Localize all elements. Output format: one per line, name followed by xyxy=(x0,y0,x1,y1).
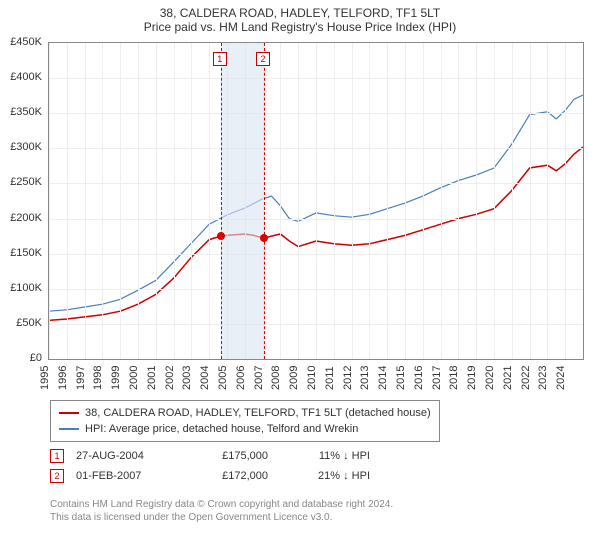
xtick-label: 1999 xyxy=(110,366,122,390)
table-row: 2 01-FEB-2007 £172,000 21% ↓ HPI xyxy=(50,466,370,486)
xtick-label: 2003 xyxy=(181,366,193,390)
xtick-label: 2015 xyxy=(395,366,407,390)
event-dot-2 xyxy=(260,234,268,242)
event-marker-2: 2 xyxy=(50,469,64,483)
xtick-label: 1996 xyxy=(57,366,69,390)
ytick-label: £350K xyxy=(0,106,42,118)
xtick-label: 2018 xyxy=(448,366,460,390)
xtick-label: 2019 xyxy=(466,366,478,390)
ytick-label: £100K xyxy=(0,282,42,294)
footer-line-1: Contains HM Land Registry data © Crown c… xyxy=(50,498,393,511)
ytick-label: £200K xyxy=(0,212,42,224)
event-line xyxy=(264,43,265,359)
event-marker-1: 1 xyxy=(50,449,64,463)
chart-title: 38, CALDERA ROAD, HADLEY, TELFORD, TF1 5… xyxy=(0,0,600,20)
xtick-label: 2023 xyxy=(537,366,549,390)
event-date-1: 27-AUG-2004 xyxy=(76,450,176,462)
xtick-label: 2002 xyxy=(164,366,176,390)
legend-label-property: 38, CALDERA ROAD, HADLEY, TELFORD, TF1 5… xyxy=(85,405,431,421)
event-dot-1 xyxy=(217,232,225,240)
xtick-label: 2013 xyxy=(359,366,371,390)
legend-swatch-hpi xyxy=(59,428,79,430)
xtick-label: 2024 xyxy=(555,366,567,390)
xtick-label: 2020 xyxy=(484,366,496,390)
event-band xyxy=(221,43,264,359)
legend: 38, CALDERA ROAD, HADLEY, TELFORD, TF1 5… xyxy=(50,400,440,442)
table-row: 1 27-AUG-2004 £175,000 11% ↓ HPI xyxy=(50,446,370,466)
xtick-label: 2010 xyxy=(306,366,318,390)
xtick-label: 2009 xyxy=(288,366,300,390)
xtick-label: 2016 xyxy=(413,366,425,390)
ytick-label: £250K xyxy=(0,176,42,188)
event-price-2: £172,000 xyxy=(188,470,268,482)
event-date-2: 01-FEB-2007 xyxy=(76,470,176,482)
legend-swatch-property xyxy=(59,412,79,414)
xtick-label: 2007 xyxy=(253,366,265,390)
xtick-label: 1998 xyxy=(92,366,104,390)
event-pct-2: 21% ↓ HPI xyxy=(280,470,370,482)
event-price-1: £175,000 xyxy=(188,450,268,462)
legend-item-property: 38, CALDERA ROAD, HADLEY, TELFORD, TF1 5… xyxy=(59,405,431,421)
xtick-label: 2014 xyxy=(377,366,389,390)
legend-label-hpi: HPI: Average price, detached house, Telf… xyxy=(85,421,358,437)
xtick-label: 2017 xyxy=(431,366,443,390)
plot-area xyxy=(48,42,584,360)
xtick-label: 2004 xyxy=(199,366,211,390)
ytick-label: £450K xyxy=(0,36,42,48)
xtick-label: 2000 xyxy=(128,366,140,390)
event-box-2: 2 xyxy=(256,52,270,66)
ytick-label: £400K xyxy=(0,71,42,83)
chart-container: 38, CALDERA ROAD, HADLEY, TELFORD, TF1 5… xyxy=(0,0,600,560)
footer-line-2: This data is licensed under the Open Gov… xyxy=(50,511,393,524)
xtick-label: 2001 xyxy=(146,366,158,390)
xtick-label: 2012 xyxy=(342,366,354,390)
xtick-label: 1995 xyxy=(39,366,51,390)
event-table: 1 27-AUG-2004 £175,000 11% ↓ HPI 2 01-FE… xyxy=(50,446,370,486)
ytick-label: £150K xyxy=(0,247,42,259)
footer: Contains HM Land Registry data © Crown c… xyxy=(50,498,393,524)
xtick-label: 2022 xyxy=(520,366,532,390)
ytick-label: £300K xyxy=(0,141,42,153)
xtick-label: 2008 xyxy=(270,366,282,390)
ytick-label: £50K xyxy=(0,317,42,329)
xtick-label: 1997 xyxy=(75,366,87,390)
event-line xyxy=(221,43,222,359)
legend-item-hpi: HPI: Average price, detached house, Telf… xyxy=(59,421,431,437)
xtick-label: 2011 xyxy=(324,366,336,390)
xtick-label: 2021 xyxy=(502,366,514,390)
xtick-label: 2006 xyxy=(235,366,247,390)
xtick-label: 2005 xyxy=(217,366,229,390)
chart-subtitle: Price paid vs. HM Land Registry's House … xyxy=(0,20,600,38)
event-box-1: 1 xyxy=(213,52,227,66)
event-pct-1: 11% ↓ HPI xyxy=(280,450,370,462)
ytick-label: £0 xyxy=(0,352,42,364)
